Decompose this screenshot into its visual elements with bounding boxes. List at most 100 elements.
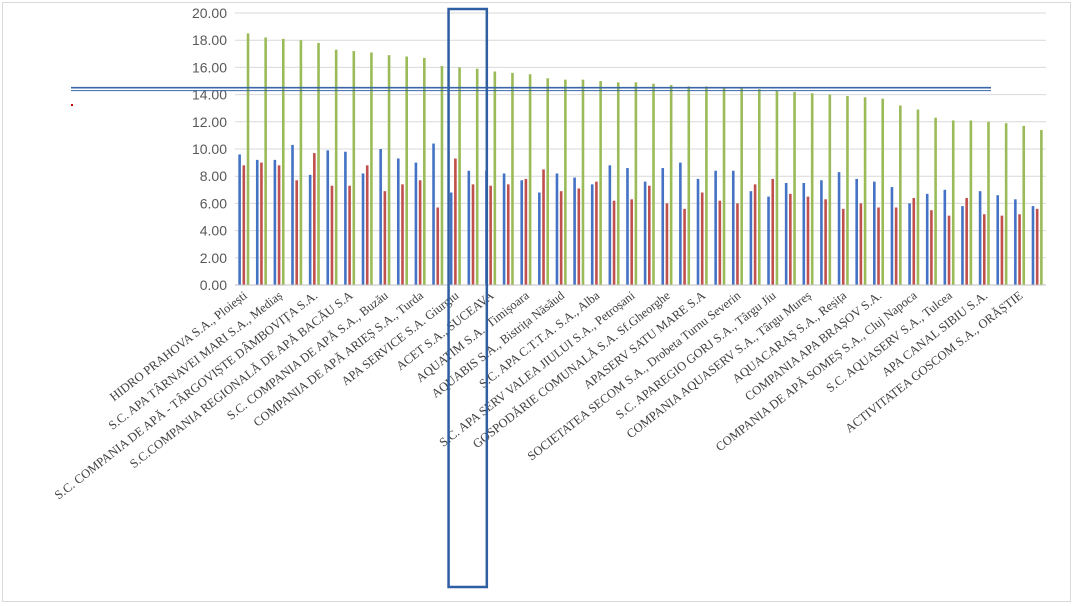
bar-series-1-category-28 [714, 170, 717, 285]
bar-series-2-category-34 [824, 199, 827, 285]
bar-series-2-category-25 [665, 203, 669, 285]
bar-series-1-category-12 [432, 143, 435, 285]
bar-series-1-category-22 [608, 165, 612, 285]
bar-series-2-category-14 [471, 184, 475, 285]
bar-series-2-category-29 [736, 203, 739, 285]
bar-series-1-category-5 [308, 174, 312, 285]
bar-series-2-category-7 [348, 185, 351, 285]
bar-series-1-category-29 [731, 170, 735, 285]
bar-series-3-category-30 [757, 89, 761, 285]
y-tick-label: 6.00 [200, 195, 227, 211]
bar-series-2-category-24 [648, 185, 651, 285]
bar-series-2-category-19 [559, 191, 563, 285]
bar-series-3-category-43 [987, 121, 990, 285]
bar-series-3-category-20 [581, 79, 585, 285]
y-tick-label: 16.00 [192, 59, 227, 75]
bar-series-3-category-42 [969, 120, 973, 285]
highlight-box [447, 7, 489, 589]
bar-series-3-category-22 [616, 82, 620, 285]
bar-series-2-category-9 [383, 191, 387, 285]
bar-series-3-category-17 [528, 74, 532, 285]
bar-series-1-category-2 [255, 159, 259, 285]
bar-series-2-category-31 [771, 178, 775, 285]
bar-series-3-category-13 [458, 67, 461, 286]
bar-series-1-category-27 [696, 178, 700, 285]
red-dot-marker [71, 104, 73, 106]
bar-series-2-category-11 [418, 180, 422, 285]
bar-series-2-category-41 [947, 215, 951, 285]
bar-series-2-category-21 [595, 181, 598, 285]
bar-series-2-category-15 [489, 185, 492, 285]
bar-series-3-category-16 [511, 72, 514, 285]
bar-series-1-category-17 [520, 180, 524, 285]
bar-series-1-category-41 [943, 189, 947, 285]
bar-series-2-category-30 [753, 184, 757, 285]
bar-series-1-category-8 [361, 173, 365, 285]
bar-series-1-category-42 [961, 206, 964, 285]
bar-series-2-category-4 [295, 180, 299, 285]
bar-series-1-category-13 [449, 192, 453, 285]
gridlines [235, 12, 1046, 286]
y-tick-label: 14.00 [192, 87, 227, 103]
bar-series-1-category-1 [238, 154, 241, 285]
bar-series-3-category-29 [740, 87, 743, 285]
bar-series-1-category-24 [643, 181, 647, 285]
bar-series-3-category-34 [828, 94, 832, 285]
bar-series-1-category-34 [820, 180, 823, 285]
bar-series-1-category-20 [573, 177, 576, 285]
bar-series-3-category-15 [493, 71, 497, 285]
bar-series-3-category-41 [951, 120, 955, 285]
bar-series-1-category-3 [273, 159, 277, 285]
bar-series-1-category-37 [873, 181, 876, 285]
bar-series-2-category-26 [683, 208, 686, 285]
bar-series-1-category-25 [661, 168, 665, 285]
bar-series-3-category-6 [334, 49, 338, 285]
bar-series-1-category-45 [1014, 199, 1017, 285]
bar-series-3-category-19 [564, 79, 567, 285]
bar-series-2-category-16 [506, 184, 510, 285]
bar-series-2-category-18 [542, 169, 545, 285]
bar-series-3-category-39 [916, 109, 920, 285]
bar-series-2-category-44 [1000, 215, 1004, 285]
bar-series-3-category-1 [246, 33, 250, 286]
bar-series-2-category-17 [524, 178, 528, 285]
bar-series-2-category-5 [313, 153, 316, 285]
bar-series-2-category-45 [1018, 214, 1021, 285]
bar-series-1-category-30 [749, 191, 753, 285]
bar-series-2-category-38 [894, 207, 898, 285]
bar-series-3-category-12 [440, 66, 444, 285]
bar-series-1-category-14 [467, 170, 471, 285]
bar-series-2-category-32 [789, 193, 792, 285]
bar-series-1-category-16 [502, 173, 506, 285]
bar-series-1-category-19 [555, 173, 559, 285]
bar-series-2-category-27 [700, 192, 704, 285]
bar-series-3-category-40 [934, 117, 937, 285]
bar-series-2-category-40 [930, 210, 933, 285]
bar-series-2-category-12 [436, 207, 440, 285]
bar-series-3-category-8 [370, 52, 373, 285]
bar-series-2-category-39 [912, 197, 916, 285]
bar-series-1-category-33 [802, 183, 806, 285]
bar-series [238, 33, 1043, 286]
bar-series-2-category-13 [454, 158, 457, 285]
bar-series-3-category-37 [881, 98, 885, 286]
bar-series-1-category-39 [908, 203, 911, 285]
bar-series-3-category-27 [705, 86, 708, 285]
y-tick-label: 10.00 [192, 141, 227, 157]
bar-series-2-category-8 [365, 165, 369, 285]
bar-series-2-category-43 [982, 214, 986, 285]
bar-series-3-category-36 [863, 97, 867, 285]
bar-series-3-category-10 [405, 56, 408, 285]
bar-series-2-category-22 [612, 200, 616, 285]
bar-series-2-category-42 [965, 197, 968, 285]
bar-series-2-category-36 [859, 203, 863, 285]
bar-series-2-category-10 [401, 184, 404, 285]
bar-series-2-category-28 [718, 200, 722, 285]
bar-series-1-category-26 [679, 162, 682, 285]
bar-series-1-category-38 [890, 187, 894, 285]
bar-series-3-category-23 [634, 82, 638, 285]
bar-series-3-category-38 [899, 105, 902, 285]
bar-chart: 0.00 2.00 4.00 6.00 8.00 10.00 12.00 14.00 16.00… [52, 5, 1046, 589]
bar-series-2-category-33 [806, 196, 810, 285]
